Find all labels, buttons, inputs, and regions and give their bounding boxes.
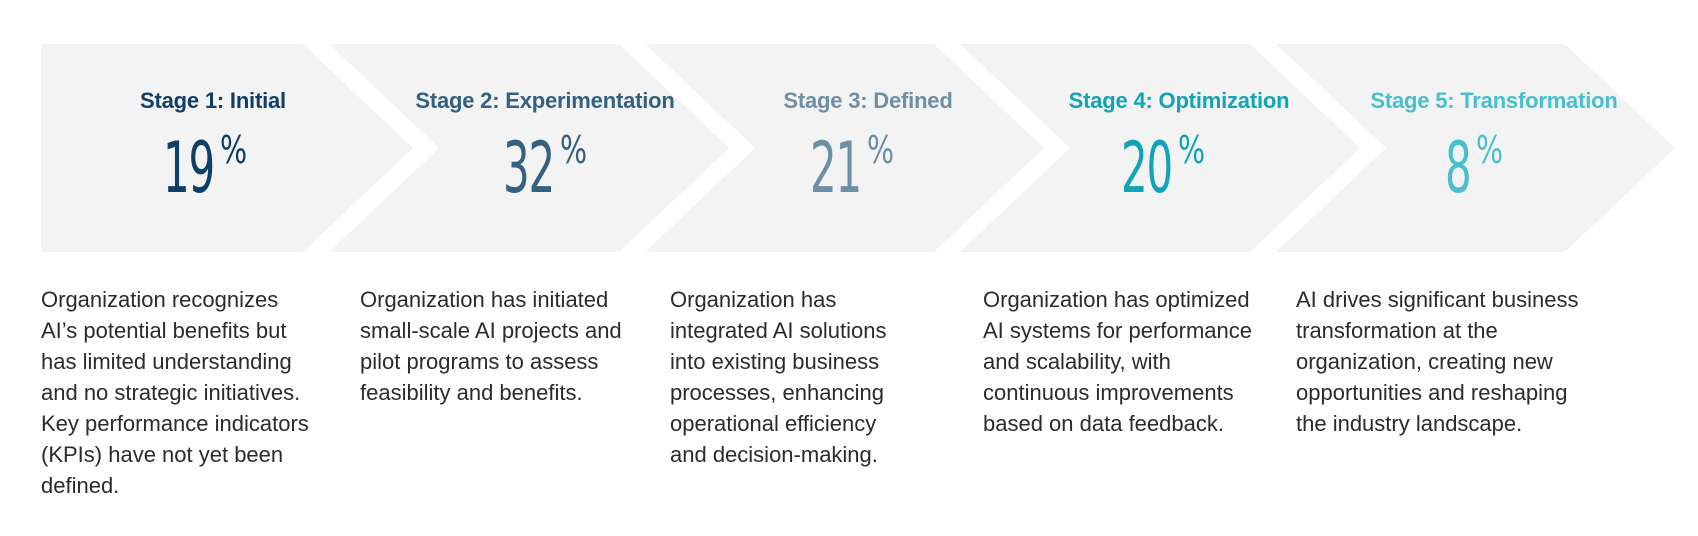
stage-1-title: Stage 1: Initial bbox=[140, 88, 286, 113]
stage-5-percentage: 8 % bbox=[1340, 128, 1640, 218]
stage-4-percentage: 20 % bbox=[1021, 128, 1321, 218]
stage-4-title: Stage 4: Optimization bbox=[1068, 88, 1290, 113]
stage-5-description: AI drives significant business transform… bbox=[1296, 287, 1579, 436]
stage-3-percentage: 21 % bbox=[710, 128, 1010, 218]
stage-3-description: Organization has integrated AI solutions… bbox=[670, 287, 887, 467]
stage-5-value: 8 bbox=[1444, 127, 1472, 209]
stage-5-unit: % bbox=[1476, 128, 1504, 172]
stage-2-chevron bbox=[329, 44, 729, 252]
stage-2-title: Stage 2: Experimentation bbox=[415, 88, 675, 113]
stage-4-description: Organization has optimized AI systems fo… bbox=[983, 287, 1252, 436]
stage-4-value: 20 bbox=[1121, 127, 1173, 209]
stage-3-chevron bbox=[645, 44, 1044, 252]
stage-3-value: 21 bbox=[810, 127, 862, 209]
stage-1-unit: % bbox=[220, 128, 248, 172]
stage-4-unit: % bbox=[1178, 128, 1206, 172]
stage-3-title: Stage 3: Defined bbox=[783, 88, 953, 113]
stage-2-value: 32 bbox=[503, 127, 555, 209]
stage-2-percentage: 32 % bbox=[403, 128, 703, 218]
stage-5-chevron bbox=[1276, 44, 1675, 252]
stage-1-description: Organization recognizes AI’s potential b… bbox=[41, 287, 309, 498]
stage-5-title: Stage 5: Transformation bbox=[1370, 88, 1618, 113]
stage-chevron-band bbox=[41, 44, 1675, 252]
stage-2-description: Organization has initiated small-scale A… bbox=[360, 287, 622, 405]
stage-1-chevron bbox=[41, 44, 413, 252]
stage-1-value: 19 bbox=[163, 127, 215, 209]
stage-3-unit: % bbox=[867, 128, 895, 172]
stage-4-chevron bbox=[960, 44, 1360, 252]
stage-1-percentage: 19 % bbox=[63, 128, 363, 218]
stage-2-unit: % bbox=[560, 128, 588, 172]
